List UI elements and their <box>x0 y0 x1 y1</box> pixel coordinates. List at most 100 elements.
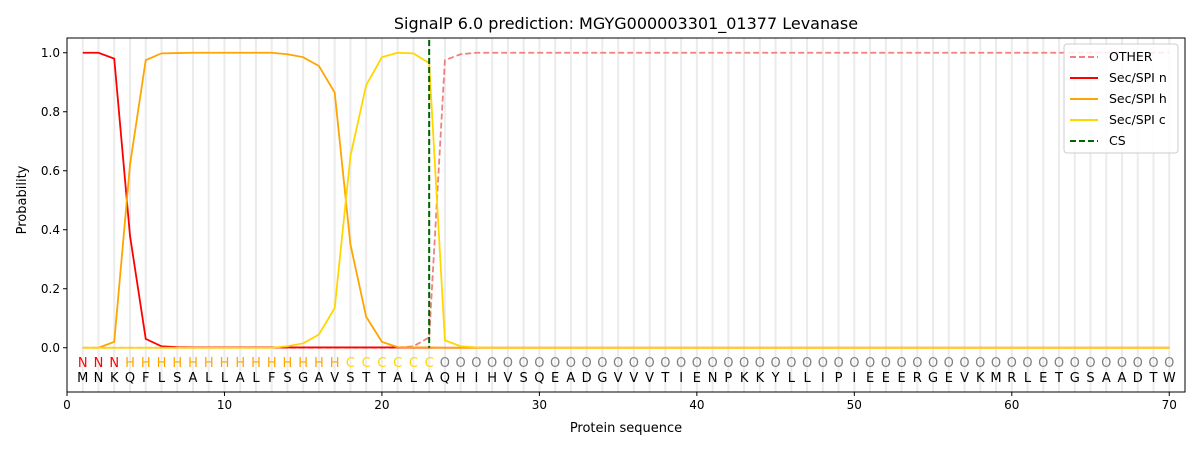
residue-label: H <box>456 371 466 386</box>
region-label: O <box>456 356 466 371</box>
y-tick-label: 1.0 <box>41 46 60 60</box>
y-tick-label: 0.0 <box>41 341 60 355</box>
residue-label: E <box>882 371 890 386</box>
residue-label: W <box>1163 371 1176 386</box>
residue-label: Q <box>534 371 544 386</box>
series-line-sec-spi-c <box>82 51 1170 349</box>
legend-box <box>1063 43 1179 154</box>
y-tick-label: 0.8 <box>41 105 60 119</box>
residue-label: D <box>582 371 592 386</box>
region-label: H <box>267 356 277 371</box>
residue-label: G <box>928 371 938 386</box>
region-label: O <box>865 356 875 371</box>
region-label: H <box>235 356 245 371</box>
region-label: O <box>1101 356 1111 371</box>
region-label: H <box>157 356 167 371</box>
residue-label: L <box>158 371 166 386</box>
region-label: O <box>1038 356 1048 371</box>
region-label: O <box>534 356 544 371</box>
y-axis-label: Probability <box>15 165 30 234</box>
region-label: O <box>975 356 985 371</box>
residue-label: E <box>866 371 874 386</box>
residue-label: V <box>330 371 339 386</box>
region-label: O <box>1070 356 1080 371</box>
region-label: O <box>676 356 686 371</box>
region-label: O <box>1022 356 1032 371</box>
region-label: H <box>330 356 340 371</box>
region-label: O <box>660 356 670 371</box>
residue-label: T <box>1149 371 1158 386</box>
series-line-sec-spi-n <box>82 51 1170 349</box>
region-label: O <box>912 356 922 371</box>
region-label: O <box>645 356 655 371</box>
residue-label: Y <box>771 371 780 386</box>
residue-label: I <box>474 371 478 386</box>
region-label: C <box>393 356 402 371</box>
region-label: O <box>1007 356 1017 371</box>
residue-label: A <box>236 371 245 386</box>
residue-label: F <box>142 371 149 386</box>
residue-label: E <box>945 371 953 386</box>
residue-label: A <box>393 371 402 386</box>
residue-label: L <box>221 371 229 386</box>
region-label: C <box>346 356 355 371</box>
region-label: O <box>471 356 481 371</box>
region-label: O <box>1054 356 1064 371</box>
region-label: O <box>770 356 780 371</box>
region-label: O <box>613 356 623 371</box>
region-label: O <box>629 356 639 371</box>
x-tick-label: 30 <box>532 398 547 412</box>
residue-label: A <box>425 371 434 386</box>
residue-label: G <box>1070 371 1080 386</box>
residue-label: S <box>173 371 181 386</box>
region-label: H <box>204 356 214 371</box>
region-label: O <box>1148 356 1158 371</box>
residue-label: E <box>1039 371 1047 386</box>
region-label: O <box>959 356 969 371</box>
residue-label: L <box>803 371 811 386</box>
legend-label: Sec/SPI h <box>1109 91 1167 106</box>
region-label: N <box>109 356 119 371</box>
series-line-other <box>82 51 1170 349</box>
region-label: O <box>896 356 906 371</box>
region-label: O <box>881 356 891 371</box>
residue-label: G <box>298 371 308 386</box>
region-label: N <box>94 356 104 371</box>
residue-label: A <box>566 371 575 386</box>
residue-label: L <box>410 371 418 386</box>
region-label: H <box>251 356 261 371</box>
region-label: O <box>802 356 812 371</box>
region-label: H <box>283 356 293 371</box>
residue-label: A <box>314 371 323 386</box>
region-label: H <box>220 356 230 371</box>
residue-label: K <box>756 371 765 386</box>
residue-label: S <box>520 371 528 386</box>
residue-label: V <box>645 371 654 386</box>
residue-label: P <box>724 371 732 386</box>
region-label: O <box>692 356 702 371</box>
residue-label: T <box>377 371 386 386</box>
region-label: O <box>739 356 749 371</box>
residue-label: L <box>1024 371 1032 386</box>
x-tick-label: 50 <box>847 398 862 412</box>
residue-label: K <box>976 371 985 386</box>
y-tick-label: 0.2 <box>41 282 60 296</box>
plot-frame <box>66 37 1186 393</box>
chart-title: SignalP 6.0 prediction: MGYG000003301_01… <box>394 14 858 34</box>
residue-label: R <box>1007 371 1016 386</box>
region-label: H <box>188 356 198 371</box>
region-label: N <box>78 356 88 371</box>
residue-label: P <box>835 371 843 386</box>
residue-label: A <box>1102 371 1111 386</box>
legend: OTHER Sec/SPI n Sec/SPI h Sec/SPI c CS <box>1063 43 1179 154</box>
series-line-sec-spi-h <box>82 51 1170 349</box>
region-label: O <box>833 356 843 371</box>
residue-label: T <box>361 371 370 386</box>
region-label: C <box>425 356 434 371</box>
residue-label: D <box>1133 371 1143 386</box>
residue-label: K <box>740 371 749 386</box>
residue-label: S <box>346 371 354 386</box>
residue-label: Q <box>440 371 450 386</box>
